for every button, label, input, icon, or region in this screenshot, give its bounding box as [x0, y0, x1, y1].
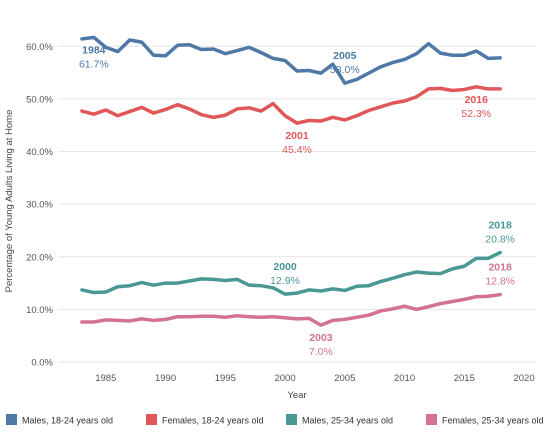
series-line-males-18-24-years-old[interactable]	[80, 35, 502, 85]
legend-swatch	[146, 414, 157, 425]
x-tick-label: 2015	[454, 373, 475, 384]
data-annotations: 1984 61.7% 2005 53.0% 2001 45.4% 2016 52.3% 2000…	[79, 44, 515, 358]
annotation-year-label: 2018	[488, 220, 512, 232]
legend-item-females-25-34-years-old[interactable]: Females, 25-34 years old	[426, 414, 544, 426]
y-tick-label: 60.0%	[26, 42, 53, 53]
legend-swatch	[6, 414, 17, 425]
legend-label: Males, 25-34 years old	[302, 416, 393, 426]
annotation-year-label: 2000	[273, 261, 297, 273]
annotation-year-label: 2005	[333, 50, 357, 62]
annotation-year-label: 2016	[465, 94, 489, 106]
x-tick-label: 2020	[513, 373, 534, 384]
annotation-value-label: 12.8%	[485, 276, 515, 288]
x-axis-title: Year	[287, 390, 306, 401]
series-lines	[80, 35, 502, 327]
y-tick-label: 40.0%	[26, 147, 53, 158]
annotation-year-label: 2003	[309, 332, 333, 344]
annotation-value-label: 7.0%	[309, 346, 333, 358]
legend-swatch	[426, 414, 437, 425]
y-tick-label: 50.0%	[26, 94, 53, 105]
axes: Year Percentage of Young Adults Living a…	[4, 110, 535, 401]
legend-item-females-18-24-years-old[interactable]: Females, 18-24 years old	[146, 414, 264, 426]
x-tick-label: 1995	[215, 373, 236, 384]
x-tick-label: 2010	[394, 373, 415, 384]
x-tick-label: 1990	[155, 373, 176, 384]
series-line-females-25-34-years-old[interactable]	[80, 292, 502, 327]
annotation-value-label: 45.4%	[282, 144, 312, 156]
y-tick-label: 20.0%	[26, 252, 53, 263]
y-tick-label: 30.0%	[26, 200, 53, 211]
y-tick-label: 0.0%	[31, 358, 53, 369]
x-tick-label: 2000	[274, 373, 295, 384]
annotation-year-label: 2001	[285, 130, 309, 142]
annotation-value-label: 12.9%	[270, 275, 300, 287]
legend-item-males-25-34-years-old[interactable]: Males, 25-34 years old	[286, 414, 393, 426]
legend-label: Males, 18-24 years old	[22, 416, 113, 426]
y-tick-label: 10.0%	[26, 305, 53, 316]
annotation-value-label: 52.3%	[461, 108, 491, 120]
annotation-value-label: 20.8%	[485, 234, 515, 246]
series-line-males-25-34-years-old[interactable]	[80, 250, 502, 296]
legend[interactable]: Males, 18-24 years old Females, 18-24 yea…	[6, 414, 544, 426]
annotation-value-label: 61.7%	[79, 58, 109, 70]
legend-item-males-18-24-years-old[interactable]: Males, 18-24 years old	[6, 414, 113, 426]
y-axis-title: Percentage of Young Adults Living at Hom…	[4, 110, 15, 293]
gridlines: 0.0% 10.0% 20.0% 30.0% 40.0% 50.0% 60.0%	[26, 42, 536, 369]
legend-label: Females, 18-24 years old	[162, 416, 264, 426]
x-tick-label: 1985	[95, 373, 116, 384]
annotation-value-label: 53.0%	[330, 64, 360, 76]
legend-swatch	[286, 414, 297, 425]
series-line-females-18-24-years-old[interactable]	[80, 85, 502, 125]
annotation-year-label: 2018	[488, 262, 512, 274]
legend-label: Females, 25-34 years old	[442, 416, 544, 426]
annotation-year-label: 1984	[82, 44, 106, 56]
x-tick-label: 2005	[334, 373, 355, 384]
